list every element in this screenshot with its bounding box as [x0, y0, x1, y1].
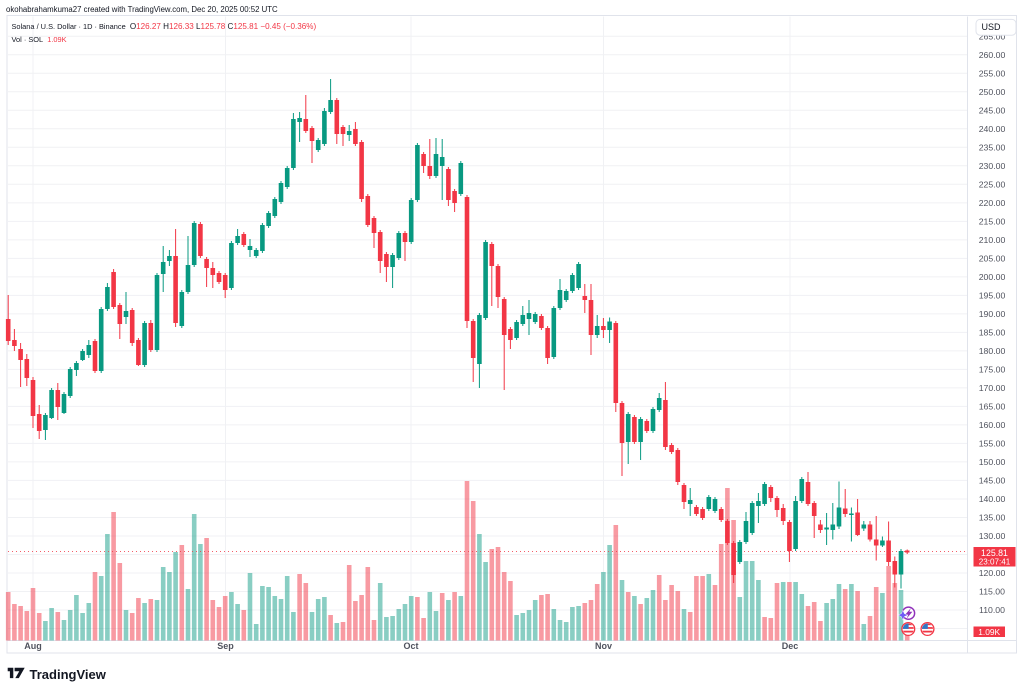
svg-text:205.00: 205.00: [979, 254, 1006, 264]
svg-text:185.00: 185.00: [979, 328, 1006, 338]
svg-text:Dec: Dec: [782, 641, 799, 651]
svg-text:220.00: 220.00: [979, 198, 1006, 208]
svg-text:135.00: 135.00: [979, 513, 1006, 523]
svg-text:130.00: 130.00: [979, 531, 1006, 541]
svg-text:255.00: 255.00: [979, 69, 1006, 79]
svg-text:160.00: 160.00: [979, 420, 1006, 430]
svg-text:235.00: 235.00: [979, 143, 1006, 153]
svg-text:200.00: 200.00: [979, 272, 1006, 282]
svg-text:240.00: 240.00: [979, 124, 1006, 134]
svg-text:Aug: Aug: [24, 641, 42, 651]
svg-text:215.00: 215.00: [979, 217, 1006, 227]
svg-text:225.00: 225.00: [979, 180, 1006, 190]
svg-text:125.81: 125.81: [981, 548, 1008, 558]
svg-text:115.00: 115.00: [979, 587, 1005, 597]
svg-text:145.00: 145.00: [979, 476, 1006, 486]
svg-text:265.00: 265.00: [979, 32, 1006, 42]
svg-text:190.00: 190.00: [979, 309, 1006, 319]
svg-text:120.00: 120.00: [979, 568, 1006, 578]
svg-text:250.00: 250.00: [979, 87, 1006, 97]
svg-text:TradingView: TradingView: [30, 666, 107, 681]
svg-text:Nov: Nov: [595, 641, 612, 651]
svg-text:USD: USD: [982, 22, 1002, 32]
svg-text:245.00: 245.00: [979, 106, 1006, 116]
svg-text:Sep: Sep: [217, 641, 234, 651]
svg-text:165.00: 165.00: [979, 402, 1006, 412]
svg-text:140.00: 140.00: [979, 494, 1006, 504]
svg-text:23:07:41: 23:07:41: [979, 558, 1011, 567]
svg-text:260.00: 260.00: [979, 50, 1006, 60]
svg-text:195.00: 195.00: [979, 291, 1006, 301]
svg-text:170.00: 170.00: [979, 383, 1006, 393]
svg-text:210.00: 210.00: [979, 235, 1006, 245]
svg-text:155.00: 155.00: [979, 439, 1006, 449]
svg-text:1.09K: 1.09K: [978, 627, 1000, 637]
svg-text:150.00: 150.00: [979, 457, 1006, 467]
svg-text:175.00: 175.00: [979, 365, 1006, 375]
svg-text:230.00: 230.00: [979, 161, 1006, 171]
svg-text:Oct: Oct: [403, 641, 418, 651]
svg-text:180.00: 180.00: [979, 346, 1006, 356]
svg-text:110.00: 110.00: [979, 605, 1005, 615]
